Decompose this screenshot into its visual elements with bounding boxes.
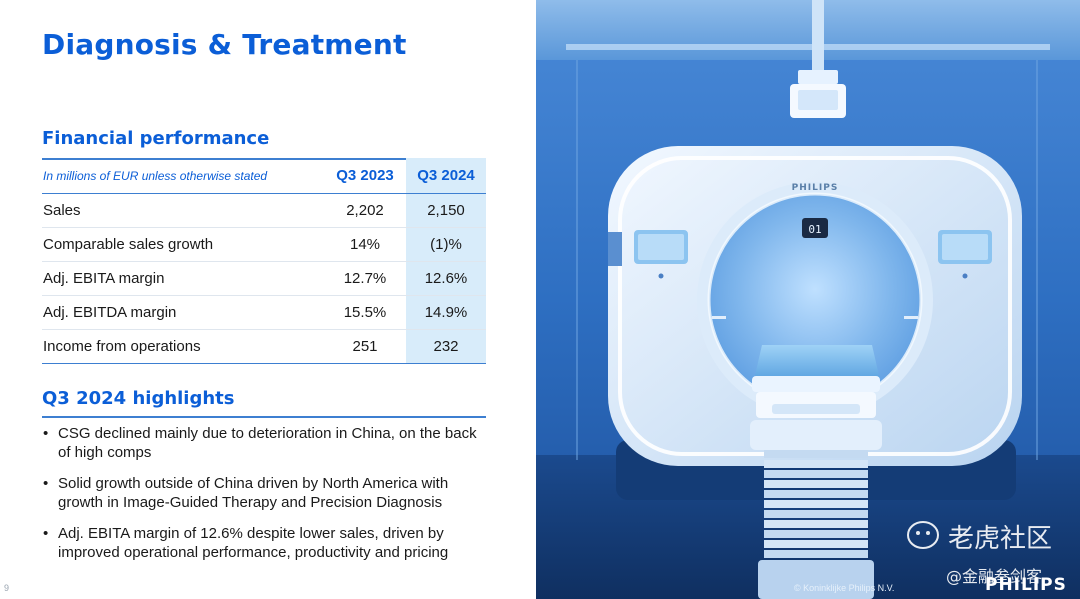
cell-q3-2024: 232 <box>406 330 486 363</box>
table-header-row: In millions of EUR unless otherwise stat… <box>42 158 486 194</box>
cell-q3-2024: 2,150 <box>406 194 486 227</box>
cell-q3-2023: 251 <box>352 338 378 355</box>
cell-q3-2024: (1)% <box>406 228 486 261</box>
row-label: Comparable sales growth <box>43 236 214 253</box>
watermark-secondary: @金融叁剑客 <box>946 567 1043 586</box>
cell-q3-2023: 14% <box>349 236 381 253</box>
table-row: Adj. EBITA margin 12.7% 12.6% <box>42 262 486 296</box>
row-label: Adj. EBITDA margin <box>43 304 177 321</box>
units-note: In millions of EUR unless otherwise stat… <box>43 168 268 183</box>
financial-table: In millions of EUR unless otherwise stat… <box>42 158 486 364</box>
cell-q3-2023: 15.5% <box>343 304 387 321</box>
page-number: 9 <box>4 583 10 593</box>
philips-logo: PHILIPS <box>985 575 1067 595</box>
ct-scanner-photo: 01 PHILIPS <box>536 0 1080 599</box>
cell-q3-2023: 2,202 <box>346 202 384 219</box>
highlight-item: Solid growth outside of China driven by … <box>42 474 492 512</box>
copyright-notice: © Koninklijke Philips N.V. <box>794 583 895 593</box>
scanner-brand-label: PHILIPS <box>792 183 839 193</box>
table-row: Sales 2,202 2,150 <box>42 194 486 228</box>
column-header-q3-2023: Q3 2023 <box>336 167 394 184</box>
column-header-q3-2024: Q3 2024 <box>406 158 486 193</box>
highlights-rule <box>42 416 486 418</box>
highlights-heading: Q3 2024 highlights <box>42 388 235 409</box>
tiger-community-logo-icon <box>907 521 939 549</box>
scanner-display-readout: 01 <box>808 223 821 236</box>
cell-q3-2024: 14.9% <box>406 296 486 329</box>
financial-performance-heading: Financial performance <box>42 128 270 149</box>
row-label: Adj. EBITA margin <box>43 270 165 287</box>
ct-scanner-illustration: 01 PHILIPS <box>536 0 1080 599</box>
highlights-list: CSG declined mainly due to deterioration… <box>42 424 492 574</box>
cell-q3-2024: 12.6% <box>406 262 486 295</box>
highlight-item: CSG declined mainly due to deterioration… <box>42 424 492 462</box>
highlight-item: Adj. EBITA margin of 12.6% despite lower… <box>42 524 492 562</box>
table-row: Adj. EBITDA margin 15.5% 14.9% <box>42 296 486 330</box>
watermark-primary: 老虎社区 <box>948 524 1053 554</box>
row-label: Sales <box>43 202 81 219</box>
row-label: Income from operations <box>43 338 201 355</box>
table-top-rule <box>42 158 486 160</box>
slide-title: Diagnosis & Treatment <box>42 28 407 61</box>
table-row: Income from operations 251 232 <box>42 330 486 364</box>
cell-q3-2023: 12.7% <box>343 270 387 287</box>
table-row: Comparable sales growth 14% (1)% <box>42 228 486 262</box>
